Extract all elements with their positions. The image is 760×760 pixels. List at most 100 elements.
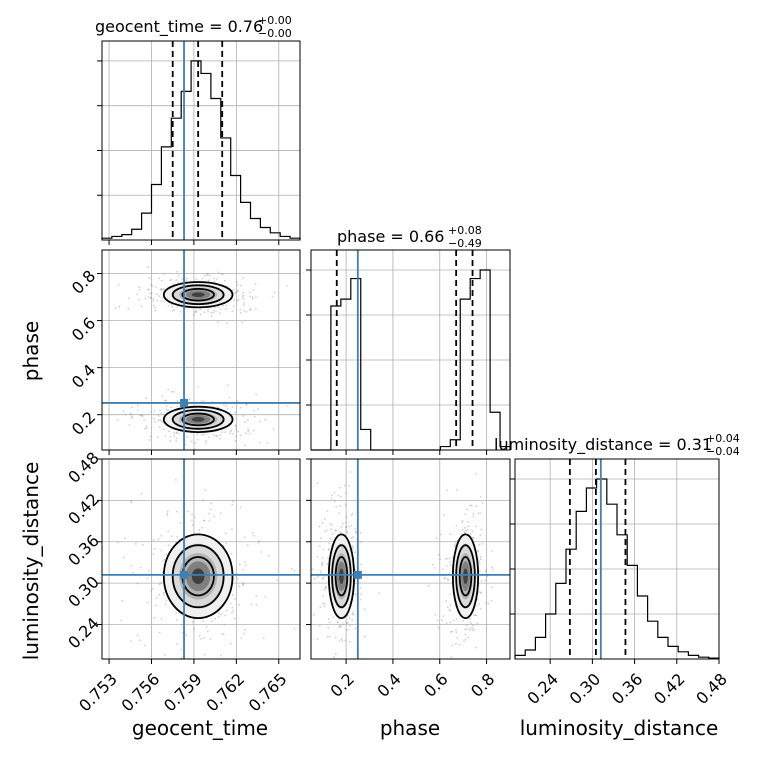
sample-point [480, 580, 483, 582]
sample-point [464, 638, 467, 641]
sample-point [223, 403, 225, 406]
sample-point [242, 569, 244, 571]
sample-point [152, 299, 155, 302]
sample-point [243, 304, 245, 306]
truth-marker [353, 570, 362, 579]
sample-point [205, 626, 208, 628]
sample-point [350, 537, 353, 539]
sample-point [446, 489, 448, 492]
sample-point [464, 513, 467, 516]
sample-point [318, 525, 321, 528]
sample-point [467, 520, 469, 523]
sample-point [230, 553, 233, 555]
sample-point [153, 417, 156, 420]
sample-point [242, 632, 245, 635]
sample-point [254, 283, 257, 285]
sample-point [344, 503, 347, 506]
sample-point [446, 578, 449, 580]
sample-point [169, 440, 172, 442]
sample-point [197, 385, 200, 388]
sample-point [221, 633, 224, 635]
sample-point [158, 277, 161, 280]
contour-line [455, 544, 476, 609]
sample-point [346, 622, 349, 625]
sample-point [332, 616, 335, 619]
sample-point [345, 526, 347, 529]
sample-point [231, 528, 233, 531]
sample-point [469, 504, 471, 507]
sample-point [319, 606, 322, 609]
sample-point [359, 541, 362, 543]
sample-point [188, 398, 191, 401]
sample-point [244, 628, 246, 631]
sample-point [433, 567, 436, 569]
density-fill [463, 568, 468, 584]
sample-point [120, 619, 123, 622]
sample-point [241, 296, 244, 298]
sample-point [334, 660, 336, 662]
sample-point [186, 436, 189, 438]
sample-point [225, 304, 228, 307]
sample-point [172, 309, 174, 312]
sample-point [170, 535, 173, 538]
sample-point [449, 604, 452, 607]
sample-point [243, 310, 246, 312]
histogram-step [514, 478, 720, 659]
sample-point [173, 309, 176, 311]
sample-point [466, 508, 469, 511]
x-tick-label: 0.24 [523, 669, 562, 708]
sample-point [179, 522, 182, 524]
sample-point [255, 393, 257, 396]
sample-point [225, 542, 228, 545]
sample-point [225, 405, 227, 408]
sample-point [138, 639, 141, 642]
contour-line [181, 412, 215, 427]
sample-point [259, 441, 262, 444]
sample-point [239, 309, 242, 311]
sample-point [229, 430, 232, 433]
sample-point [179, 310, 182, 313]
sample-point [236, 299, 239, 302]
sample-point [127, 307, 130, 310]
sample-point [207, 630, 209, 632]
panel-distance-vs-phase: 0.2 0.4 0.6 0.8 [306, 458, 511, 701]
sample-point [455, 642, 457, 645]
sample-point [341, 640, 344, 642]
sample-point [149, 292, 152, 295]
sample-point [331, 524, 333, 526]
sample-point [203, 311, 206, 314]
sample-point [452, 619, 455, 622]
sample-point [221, 431, 224, 434]
plot-area [102, 459, 300, 659]
sample-point [345, 526, 348, 529]
sample-point [191, 524, 194, 526]
sample-point [154, 309, 157, 312]
sample-point [349, 471, 352, 473]
sample-point [157, 538, 160, 540]
sample-point [158, 426, 161, 429]
sample-point [256, 408, 259, 411]
sample-point [467, 636, 470, 639]
sample-point [316, 555, 319, 558]
sample-point [242, 583, 245, 585]
sample-point [257, 542, 260, 544]
sample-point [479, 555, 482, 558]
sample-point [155, 597, 158, 599]
sample-point [162, 591, 165, 594]
sample-point [468, 628, 471, 631]
sample-point [333, 500, 336, 503]
sample-point [293, 627, 296, 630]
sample-point [252, 429, 255, 432]
sample-point [472, 515, 475, 518]
sample-point [469, 533, 472, 535]
sample-point [165, 553, 168, 556]
sample-point [464, 628, 466, 631]
sample-point [242, 277, 245, 279]
sample-point [116, 419, 119, 421]
sample-point [445, 565, 448, 567]
sample-point [242, 294, 245, 297]
sample-point [322, 602, 324, 605]
sample-point [322, 548, 325, 551]
sample-point [166, 512, 169, 515]
sample-point [150, 296, 152, 299]
